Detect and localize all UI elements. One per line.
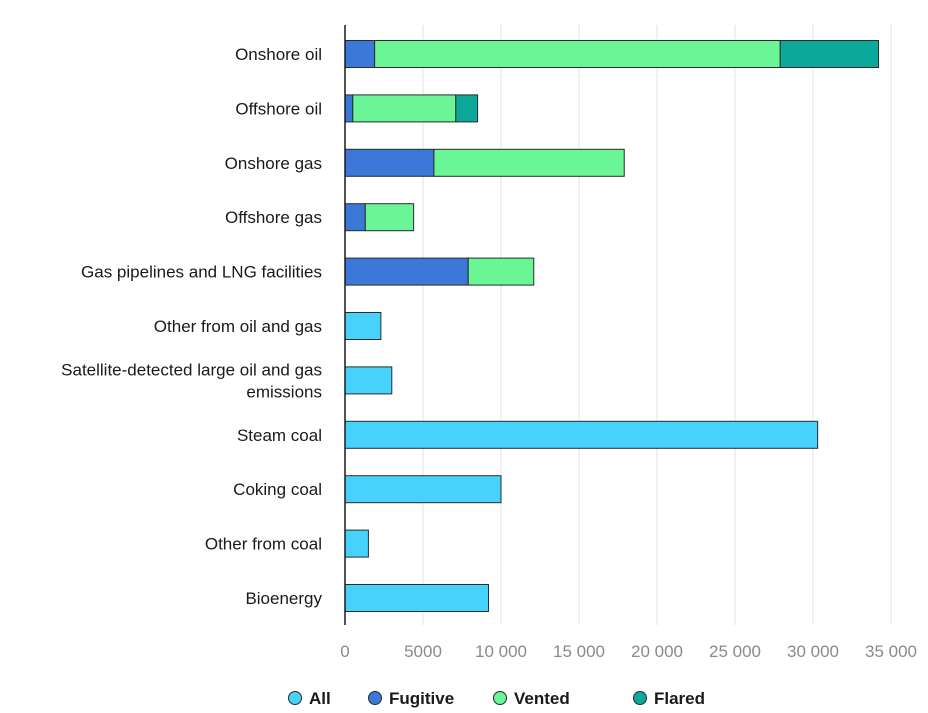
grid-lines xyxy=(422,25,892,625)
category-label: Other from coal xyxy=(205,535,322,554)
legend-item-flared: Flared xyxy=(633,689,705,708)
x-tick-label: 30 000 xyxy=(787,642,839,661)
bar-segment-flared xyxy=(455,94,479,123)
x-tick-label: 35 000 xyxy=(865,642,917,661)
category-label: Onshore gas xyxy=(225,154,322,173)
bar-segment-vented xyxy=(352,94,457,123)
legend-marker xyxy=(368,691,382,705)
x-tick-label: 5000 xyxy=(404,642,442,661)
bar-segment-vented xyxy=(374,40,781,68)
x-tick-label: 0 xyxy=(340,642,349,661)
x-tick-label: 25 000 xyxy=(709,642,761,661)
legend-label: All xyxy=(309,689,331,708)
legend-item-vented: Vented xyxy=(493,689,570,708)
legend: All Fugitive Vented Flared xyxy=(288,689,705,708)
x-tick-label: 15 000 xyxy=(553,642,605,661)
bar-segment-fugitive xyxy=(344,94,354,123)
legend-item-fugitive: Fugitive xyxy=(368,689,454,708)
x-tick-labels: 0 5000 10 000 15 000 20 000 25 000 30 000 35 00… xyxy=(340,642,917,661)
legend-marker xyxy=(633,691,647,705)
bar-segment-vented xyxy=(433,148,625,177)
x-tick-label: 10 000 xyxy=(475,642,527,661)
legend-label: Vented xyxy=(514,689,570,708)
category-label: Steam coal xyxy=(237,426,322,445)
category-label: Offshore oil xyxy=(235,99,322,118)
bar-segment-vented xyxy=(364,203,415,232)
bar-segment-fugitive xyxy=(344,203,366,232)
bar-segment-all xyxy=(344,584,490,612)
bar-segment-fugitive xyxy=(344,40,376,68)
category-labels: Onshore oil Offshore oil Onshore gas Offsho… xyxy=(61,45,322,608)
legend-marker xyxy=(288,691,302,705)
bar-segment-vented xyxy=(467,257,535,286)
category-label: Other from oil and gas xyxy=(154,317,322,336)
bar-segment-all xyxy=(344,312,382,340)
bars xyxy=(344,40,880,612)
category-label: Gas pipelines and LNG facilities xyxy=(81,263,322,282)
bar-segment-all xyxy=(344,366,393,395)
bar-segment-all xyxy=(344,529,369,558)
legend-item-all: All xyxy=(288,689,331,708)
category-label: Bioenergy xyxy=(245,589,322,608)
x-tick-label: 20 000 xyxy=(631,642,683,661)
bar-segment-fugitive xyxy=(344,148,435,177)
category-label: Onshore oil xyxy=(235,45,322,64)
legend-marker xyxy=(493,691,507,705)
category-label: Offshore gas xyxy=(225,208,322,227)
category-label: Satellite-detected large oil and gas emis… xyxy=(61,360,322,401)
bar-segment-flared xyxy=(779,40,880,68)
bar-segment-fugitive xyxy=(344,257,469,286)
legend-label: Fugitive xyxy=(389,689,454,708)
legend-label: Flared xyxy=(654,689,705,708)
category-label: Coking coal xyxy=(233,480,322,499)
bar-segment-all xyxy=(344,420,819,449)
bar-segment-all xyxy=(344,475,502,504)
